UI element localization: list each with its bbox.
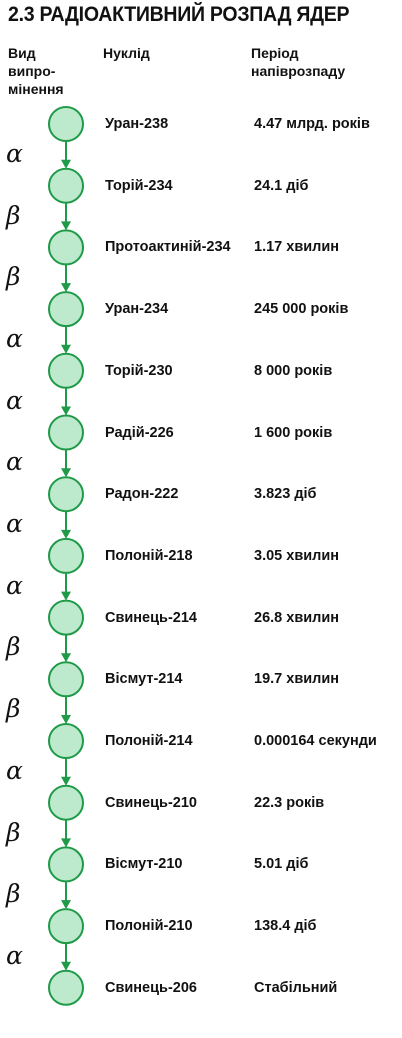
half-life-value: 3.823 діб [254,485,317,503]
nuclide-name: Свинець-214 [105,609,197,627]
decay-type-symbol: β [6,203,20,229]
decay-arrow-head [61,715,71,724]
decay-arrow-head [61,283,71,292]
nuclide-name: Вісмут-210 [105,855,182,873]
decay-type-symbol: β [6,634,20,660]
nuclide-name: Вісмут-214 [105,670,182,688]
half-life-value: 138.4 діб [254,917,317,935]
decay-arrow-head [61,221,71,230]
half-life-value: 4.47 млрд. років [254,115,370,133]
decay-arrow-head [61,345,71,354]
half-life-value: 245 000 років [254,300,348,318]
half-life-value: 5.01 діб [254,855,308,873]
decay-arrow-head [61,407,71,416]
decay-arrow-head [61,653,71,662]
nuclide-name: Радон-222 [105,485,178,503]
half-life-value: 1 600 років [254,424,332,442]
half-life-value: 22.3 років [254,794,324,812]
nuclide-node [49,169,83,203]
decay-arrow-head [61,962,71,971]
nuclide-node [49,786,83,820]
decay-type-symbol: β [6,696,20,722]
nuclide-node [49,230,83,264]
nuclide-name: Протоактиній-234 [105,238,231,256]
nuclide-node [49,539,83,573]
decay-type-symbol: α [6,326,23,352]
nuclide-node [49,909,83,943]
nuclide-node [49,971,83,1005]
nuclide-name: Свинець-210 [105,794,197,812]
half-life-value: 8 000 років [254,362,332,380]
nuclide-node [49,416,83,450]
decay-type-symbol: α [6,449,23,475]
nuclide-name: Торій-230 [105,362,173,380]
nuclide-name: Свинець-206 [105,979,197,997]
decay-type-symbol: α [6,388,23,414]
nuclide-name: Полоній-214 [105,732,193,750]
decay-arrow-head [61,592,71,601]
decay-type-symbol: α [6,758,23,784]
nuclide-name: Полоній-210 [105,917,193,935]
nuclide-name: Радій-226 [105,424,174,442]
nuclide-node [49,292,83,326]
nuclide-node [49,662,83,696]
nuclide-name: Уран-238 [105,115,168,133]
half-life-value: 3.05 хвилин [254,547,339,565]
nuclide-name: Полоній-218 [105,547,193,565]
decay-type-symbol: β [6,264,20,290]
decay-arrow-head [61,160,71,169]
decay-arrow-head [61,900,71,909]
half-life-value: 1.17 хвилин [254,238,339,256]
decay-arrow-head [61,777,71,786]
decay-arrow-head [61,530,71,539]
nuclide-node [49,477,83,511]
nuclide-node [49,601,83,635]
decay-type-symbol: β [6,881,20,907]
decay-arrow-head [61,838,71,847]
half-life-value: Стабільний [254,979,337,997]
nuclide-name: Уран-234 [105,300,168,318]
nuclide-node [49,724,83,758]
decay-arrow-head [61,468,71,477]
decay-type-symbol: α [6,511,23,537]
decay-type-symbol: α [6,141,23,167]
nuclide-name: Торій-234 [105,177,173,195]
half-life-value: 19.7 хвилин [254,670,339,688]
half-life-value: 26.8 хвилин [254,609,339,627]
half-life-value: 0.000164 секунди [254,732,377,750]
half-life-value: 24.1 діб [254,177,308,195]
nuclide-node [49,354,83,388]
nuclide-node [49,107,83,141]
decay-type-symbol: β [6,820,20,846]
nuclide-node [49,847,83,881]
decay-type-symbol: α [6,573,23,599]
decay-type-symbol: α [6,943,23,969]
